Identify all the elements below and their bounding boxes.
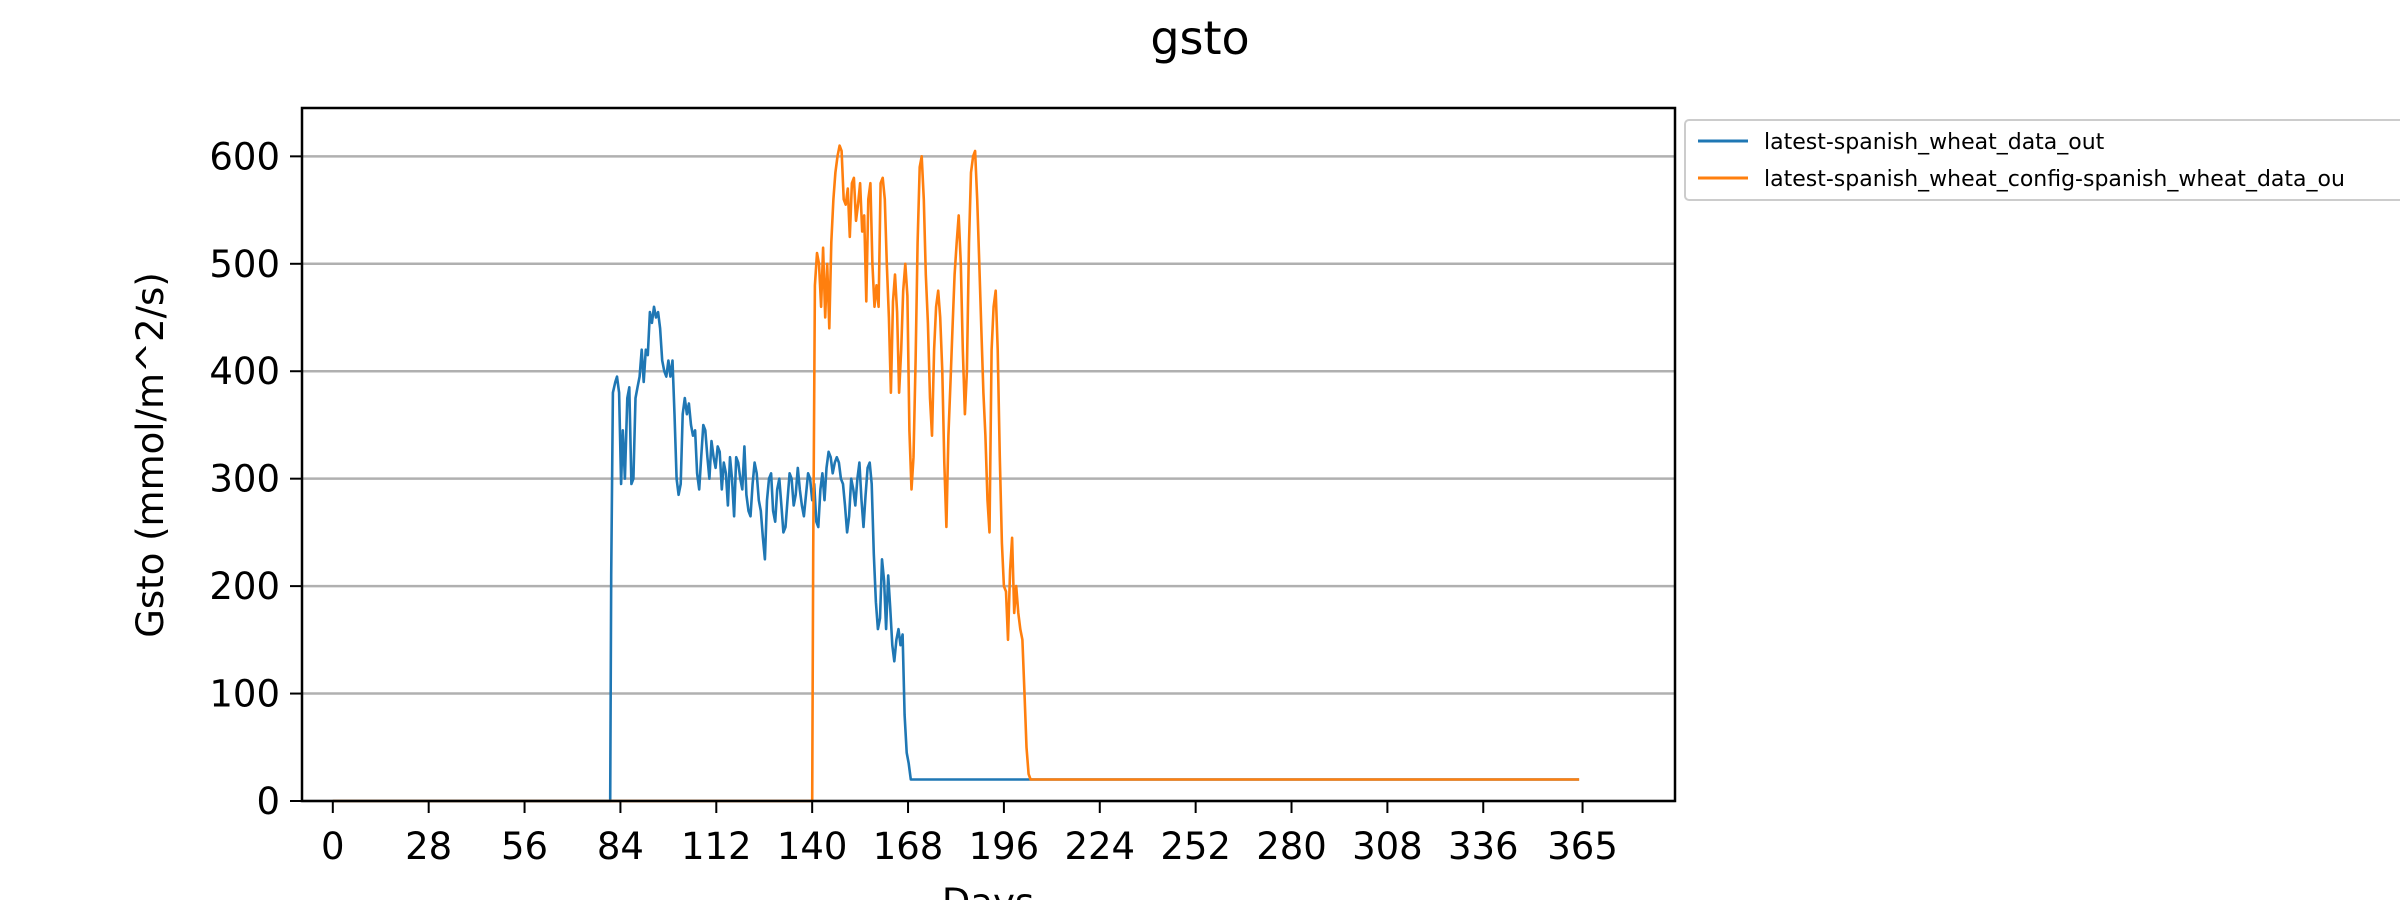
- x-tick-label: 56: [501, 825, 548, 868]
- x-tick-label: 84: [597, 825, 644, 868]
- x-axis: 0 28 56 84 112 140 168 196 224 252 280 308 336 365: [321, 801, 1618, 868]
- series-line-1: [332, 305, 1580, 803]
- series-line-2: [332, 144, 1580, 803]
- plot-frame: [300, 106, 1677, 803]
- x-tick-label: 252: [1160, 825, 1231, 868]
- legend-label-1: latest-spanish_wheat_data_out: [1764, 130, 2105, 155]
- x-tick-label: 112: [681, 825, 752, 868]
- y-tick-label: 600: [209, 135, 280, 178]
- x-tick-label: 28: [405, 825, 452, 868]
- y-tick-label: 500: [209, 243, 280, 286]
- y-tick-label: 300: [209, 458, 280, 501]
- y-axis-label: Gsto (mmol/m^2/s): [129, 272, 172, 638]
- x-tick-label: 224: [1064, 825, 1135, 868]
- y-tick-label: 100: [209, 673, 280, 716]
- x-axis-label: Days: [942, 881, 1034, 900]
- y-tick-label: 200: [209, 565, 280, 608]
- y-tick-label: 400: [209, 350, 280, 393]
- chart-title: gsto: [1150, 11, 1249, 65]
- x-tick-label: 365: [1547, 825, 1618, 868]
- y-axis: 0 100 200 300 400 500 600: [209, 135, 302, 823]
- x-tick-label: 196: [969, 825, 1040, 868]
- x-tick-label: 0: [321, 825, 345, 868]
- series-lines: [332, 144, 1580, 803]
- x-tick-label: 140: [777, 825, 848, 868]
- legend: latest-spanish_wheat_data_out latest-span…: [1684, 119, 2400, 201]
- grid-lines: [302, 155, 1675, 803]
- x-tick-label: 336: [1448, 825, 1519, 868]
- x-tick-label: 308: [1352, 825, 1423, 868]
- x-tick-label: 168: [873, 825, 944, 868]
- legend-label-2: latest-spanish_wheat_config-spanish_whea…: [1764, 167, 2345, 192]
- x-tick-label: 280: [1256, 825, 1327, 868]
- y-tick-label: 0: [256, 780, 280, 823]
- legend-box: [1684, 119, 2400, 201]
